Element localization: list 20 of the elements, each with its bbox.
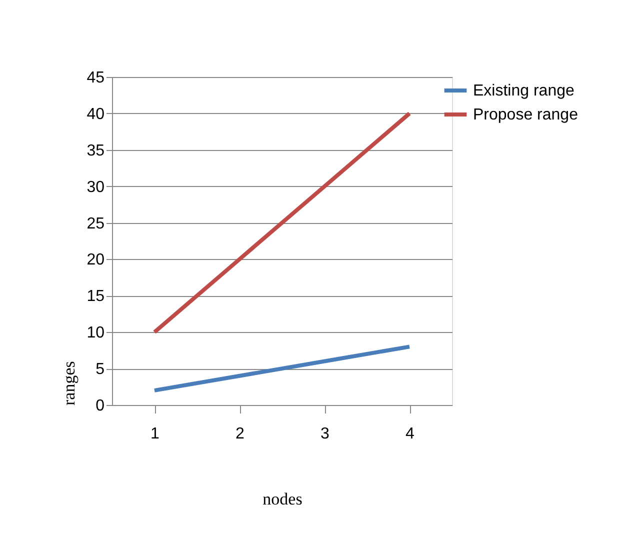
x-tick-label: 1 [150, 426, 160, 442]
y-tick-label: 10 [86, 324, 105, 342]
x-tick-label: 3 [320, 426, 330, 442]
y-tick-label: 0 [96, 398, 105, 414]
y-tick-label: 5 [96, 361, 105, 378]
y-tick-label: 45 [86, 70, 105, 86]
y-tick-label: 35 [86, 142, 105, 160]
y-tick-label: 30 [86, 178, 105, 196]
x-tick-label: 2 [236, 426, 245, 442]
y-tick-label: 40 [86, 106, 105, 123]
y-tick-label: 20 [86, 252, 105, 269]
line-series [152, 111, 412, 334]
y-tick-label: 15 [86, 288, 105, 306]
y-axis-title: ranges [60, 361, 79, 406]
x-tick-label: 4 [406, 426, 415, 442]
x-axis-title: nodes [262, 490, 302, 508]
legend-label: Propose range [473, 106, 578, 124]
line-series [152, 344, 412, 392]
y-tick-label: 25 [86, 215, 105, 232]
legend-label: Existing range [473, 82, 574, 100]
